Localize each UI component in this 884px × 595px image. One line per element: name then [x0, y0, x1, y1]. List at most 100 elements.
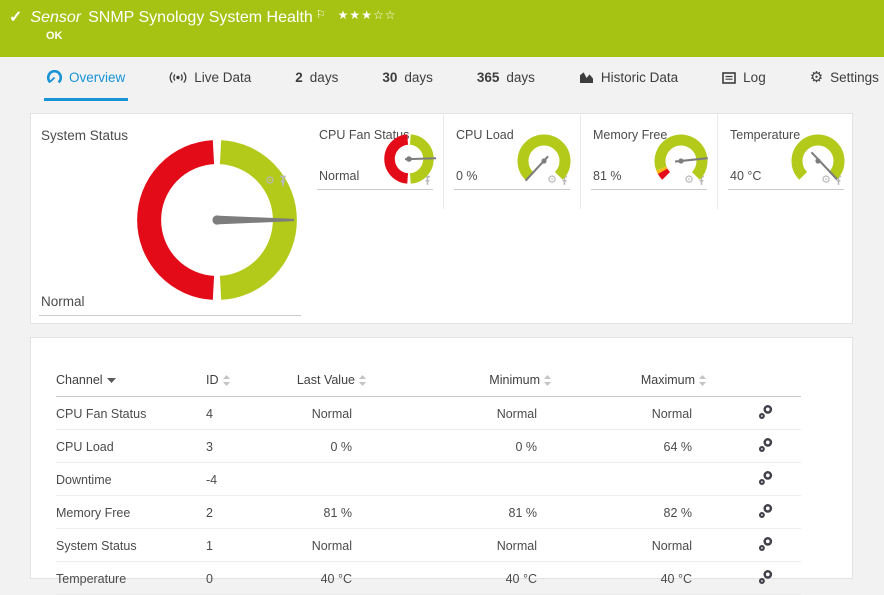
channel-name: Temperature [56, 571, 127, 586]
maximum-value: Normal [651, 406, 692, 421]
channels-panel: Channel ID Las [30, 337, 853, 595]
tab-overview[interactable]: Overview [44, 57, 129, 101]
col-header-last-value[interactable]: Last Value [296, 369, 366, 397]
gauge-value: Normal [41, 294, 85, 309]
tab-settings[interactable]: ⚙ Settings [807, 57, 882, 101]
last-value: 81 % [323, 505, 353, 520]
channel-id: 1 [206, 538, 213, 553]
last-value: 0 % [330, 439, 352, 454]
sort-both-icon [222, 374, 230, 386]
gauge-title: Memory Free [593, 128, 668, 142]
table-row: Downtime -4 [56, 463, 801, 496]
cpu-fan-status-gauge-cell: CPU Fan Status ⚙ Normal [307, 114, 443, 209]
sort-both-icon [359, 374, 366, 386]
cpu-load-gauge [517, 134, 571, 182]
cpu-fan-status-gauge [384, 134, 437, 184]
tab-label: Historic Data [600, 70, 679, 85]
table-header-row: Channel ID Las [56, 369, 801, 397]
cpu-load-gauge-cell: CPU Load ⚙ 0 % [443, 114, 580, 209]
temperature-gauge-cell: Temperature ⚙ 40 °C [717, 114, 854, 209]
maximum-value: 82 % [663, 505, 693, 520]
object-kind-label: Sensor [30, 9, 82, 26]
flag-icon[interactable]: ⚐ [315, 8, 326, 21]
tab-365-days[interactable]: 365 days [474, 57, 538, 101]
gauges-panel: System Status Normal ⚙ CPU Fan Status ⚙ [30, 113, 853, 324]
historic-data-icon [579, 72, 593, 83]
maximum-value: 64 % [663, 439, 693, 454]
temperature-gauge [791, 134, 845, 181]
divider [39, 315, 301, 316]
last-value: Normal [311, 538, 352, 553]
tab-number: 365 [476, 70, 500, 85]
minimum-value: Normal [496, 406, 537, 421]
channel-name: System Status [56, 538, 137, 553]
gauge-settings-gear-icon[interactable]: ⚙ [684, 174, 694, 186]
channel-settings-gears-icon[interactable] [758, 536, 773, 552]
channel-name: CPU Load [56, 439, 114, 454]
table-row: CPU Fan Status 4 Normal Normal Normal [56, 397, 801, 430]
table-row: System Status 1 Normal Normal Normal [56, 529, 801, 562]
pin-icon[interactable] [279, 175, 287, 187]
gauge-settings-gear-icon[interactable]: ⚙ [821, 174, 831, 186]
channel-id: 3 [206, 439, 213, 454]
channel-name: Memory Free [56, 505, 131, 520]
col-header-id[interactable]: ID [206, 369, 296, 397]
tab-log[interactable]: Log [719, 57, 769, 101]
gauge-value: 40 °C [730, 169, 762, 183]
maximum-value: Normal [651, 538, 692, 553]
channel-settings-gears-icon[interactable] [758, 470, 773, 486]
status-badge: OK [46, 30, 63, 42]
tab-label: days [309, 70, 339, 85]
gauge-title: CPU Fan Status [319, 128, 410, 142]
memory-free-gauge-cell: Memory Free ⚙ 81 % [580, 114, 717, 209]
channel-settings-gears-icon[interactable] [758, 503, 773, 519]
sort-both-icon [699, 374, 706, 386]
last-value [296, 463, 366, 496]
col-header-minimum[interactable]: Minimum [366, 369, 551, 397]
tab-label: Log [743, 70, 766, 85]
minimum-value: 0 % [515, 439, 537, 454]
live-data-icon [169, 71, 187, 84]
channel-settings-gears-icon[interactable] [758, 404, 773, 420]
tab-live-data[interactable]: Live Data [166, 57, 254, 101]
minimum-value: 40 °C [505, 571, 537, 586]
gauge-title: Temperature [730, 128, 801, 142]
col-header-channel[interactable]: Channel [56, 369, 206, 397]
sensor-header: ✓ Sensor SNMP Synology System Health ⚐ ★… [0, 0, 884, 57]
gauge-settings-gear-icon[interactable]: ⚙ [265, 174, 275, 187]
channel-id: 2 [206, 505, 213, 520]
tab-number: 30 [382, 70, 398, 85]
tab-label: Overview [69, 70, 126, 85]
channel-id: -4 [206, 472, 218, 487]
minimum-value [366, 463, 551, 496]
gauge-value: 0 % [456, 169, 478, 183]
col-header-maximum[interactable]: Maximum [551, 369, 706, 397]
channel-settings-gears-icon[interactable] [758, 569, 773, 585]
tab-label: Live Data [194, 70, 252, 85]
tab-label: days [404, 70, 433, 85]
sort-both-icon [544, 374, 551, 386]
system-status-gauge-cell: System Status Normal ⚙ [31, 114, 307, 323]
tab-historic-data[interactable]: Historic Data [576, 57, 681, 101]
divider [591, 189, 707, 190]
minimum-value: 81 % [508, 505, 538, 520]
tab-label: Settings [830, 70, 879, 85]
tab-2-days[interactable]: 2 days [292, 57, 341, 101]
gauge-settings-gear-icon[interactable]: ⚙ [547, 174, 557, 186]
priority-stars[interactable]: ★★★☆☆ [337, 8, 397, 22]
tab-bar: Overview Live Data 2 days 30 days 365 da… [0, 57, 884, 101]
last-value: 40 °C [320, 571, 352, 586]
last-value: Normal [311, 406, 352, 421]
table-row: CPU Load 3 0 % 0 % 64 % [56, 430, 801, 463]
tab-label: days [506, 70, 535, 85]
status-ok-check-icon: ✓ [9, 9, 23, 26]
channel-settings-gears-icon[interactable] [758, 437, 773, 453]
log-icon [722, 71, 736, 84]
channel-id: 4 [206, 406, 213, 421]
gauge-title: System Status [41, 128, 129, 143]
channels-table: Channel ID Las [56, 369, 801, 595]
maximum-value [551, 463, 706, 496]
tab-30-days[interactable]: 30 days [379, 57, 436, 101]
divider [454, 189, 570, 190]
gauge-value: Normal [319, 169, 360, 183]
